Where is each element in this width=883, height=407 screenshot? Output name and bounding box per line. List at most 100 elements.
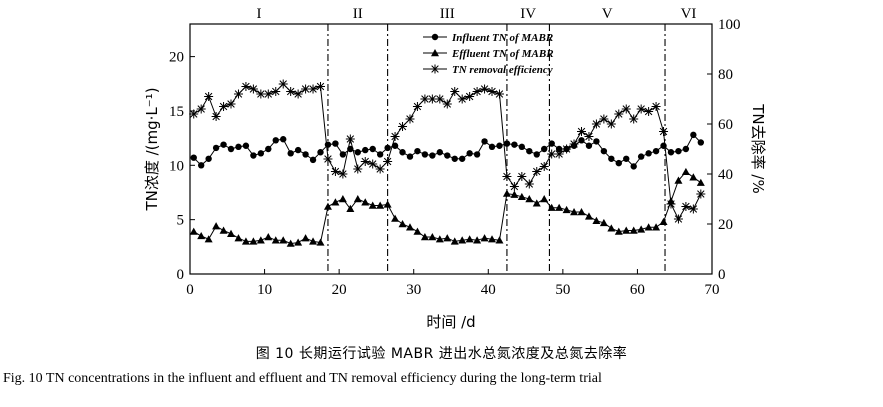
legend-marker-3	[430, 64, 440, 74]
series-2-point-36	[458, 236, 467, 244]
series-3-point-1	[196, 104, 206, 114]
series-1-point-66	[682, 145, 690, 153]
series-2-point-25	[376, 201, 385, 209]
series-2-point-10	[264, 233, 273, 241]
series-3-point-41	[494, 89, 504, 99]
series-3-point-61	[644, 107, 654, 116]
series-1-point-10	[265, 145, 272, 153]
series-3-point-53	[584, 132, 594, 141]
x-tick-label-6: 60	[630, 282, 645, 298]
y-left-tick-label-2: 10	[169, 158, 184, 174]
series-2-point-16	[309, 237, 318, 245]
series-3-point-10	[263, 89, 273, 99]
series-2-point-26	[383, 200, 392, 208]
series-2-point-6	[234, 234, 243, 242]
series-2-point-32	[428, 233, 437, 241]
series-2-point-30	[413, 227, 422, 235]
series-1-point-48	[548, 140, 555, 147]
series-1-point-55	[600, 147, 608, 155]
series-1-point-17	[317, 149, 324, 156]
series-1-point-63	[660, 142, 667, 149]
series-1-point-11	[272, 137, 279, 144]
series-2-point-46	[532, 199, 541, 207]
x-tick-label-5: 50	[555, 282, 570, 298]
series-2-point-49	[555, 203, 564, 211]
series-3-point-19	[330, 167, 340, 176]
series-3-point-28	[398, 122, 408, 131]
series-1-point-68	[697, 139, 705, 146]
series-2-point-21	[346, 204, 355, 212]
series-3-point-30	[412, 102, 422, 111]
y-left-tick-label-1: 5	[177, 213, 185, 229]
series-2-point-59	[629, 226, 638, 234]
series-3	[189, 79, 706, 224]
series-1-point-15	[302, 151, 309, 158]
series-1-point-58	[623, 155, 630, 162]
figure-caption-english: Fig. 10 TN concentrations in the influen…	[3, 371, 602, 386]
series-3-point-50	[562, 144, 572, 154]
y-left-tick-label-4: 20	[169, 50, 184, 66]
series-3-point-65	[673, 214, 683, 224]
series-1-point-47	[541, 145, 548, 153]
series-1-point-22	[354, 149, 361, 156]
series-2-point-22	[353, 195, 362, 203]
legend-label-2: Effluent TN of MABR	[451, 48, 554, 60]
series-2-point-43	[510, 190, 519, 198]
series-1	[190, 131, 705, 170]
series-2-point-48	[547, 203, 556, 211]
series-1-point-40	[488, 143, 496, 151]
series-2-point-42	[502, 189, 511, 197]
legend-label-3: TN removal efficiency	[452, 64, 553, 76]
series-1-point-5	[227, 145, 235, 153]
series-3-point-27	[390, 132, 400, 141]
x-tick-label-1: 10	[257, 282, 272, 298]
series-3-point-67	[688, 204, 698, 214]
x-tick-label-2: 20	[332, 282, 347, 298]
series-1-point-16	[309, 156, 317, 164]
series-3-point-22	[353, 164, 363, 174]
series-1-point-38	[473, 151, 481, 158]
series-1-point-6	[235, 143, 242, 151]
series-3-point-21	[345, 134, 355, 144]
series-1-point-34	[444, 152, 451, 159]
series-3-point-17	[316, 82, 325, 91]
series-2-point-31	[420, 233, 429, 241]
series-1-point-59	[630, 163, 637, 170]
series-1-point-54	[593, 138, 600, 145]
phase-label-5: V	[602, 6, 613, 22]
series-3-point-16	[308, 84, 318, 94]
series-3-point-56	[606, 119, 616, 129]
series-1-point-46	[533, 151, 540, 158]
chart: I II III IV V VI 0 10 20 30 40 50 60 700510152002040…	[143, 6, 767, 331]
series-3-point-66	[681, 202, 691, 211]
y-axis-left-label: TN浓度 /(mg·L⁻¹)	[143, 87, 161, 211]
series-2-point-12	[279, 236, 288, 244]
series-3-point-31	[420, 94, 430, 104]
series-3-point-48	[547, 149, 557, 159]
series-3-point-60	[636, 104, 646, 114]
series-1-point-44	[518, 143, 526, 151]
series-1-point-64	[667, 149, 675, 156]
series-2	[189, 167, 705, 247]
series-2-point-7	[241, 237, 250, 245]
series-3-point-12	[278, 79, 288, 89]
y-right-tick-label-3: 60	[718, 117, 733, 133]
series-1-point-27	[391, 142, 399, 149]
series-3-point-46	[532, 167, 542, 176]
series-3-point-14	[293, 89, 303, 99]
series-3-point-13	[286, 87, 296, 96]
series-2-point-33	[435, 235, 444, 243]
series-2-point-50	[562, 205, 571, 214]
series-3-point-59	[629, 114, 639, 124]
series-1-point-62	[652, 147, 660, 155]
series-2-point-19	[331, 198, 340, 206]
y-right-tick-label-2: 40	[718, 167, 733, 183]
series-2-point-56	[607, 224, 616, 232]
series-1-point-30	[414, 147, 421, 155]
series-3-point-33	[435, 94, 445, 104]
series-2-point-58	[622, 226, 631, 234]
series-2-point-24	[368, 201, 377, 209]
series-3-point-62	[651, 102, 661, 111]
phase-label-1: I	[256, 6, 261, 22]
series-2-point-63	[659, 217, 668, 226]
